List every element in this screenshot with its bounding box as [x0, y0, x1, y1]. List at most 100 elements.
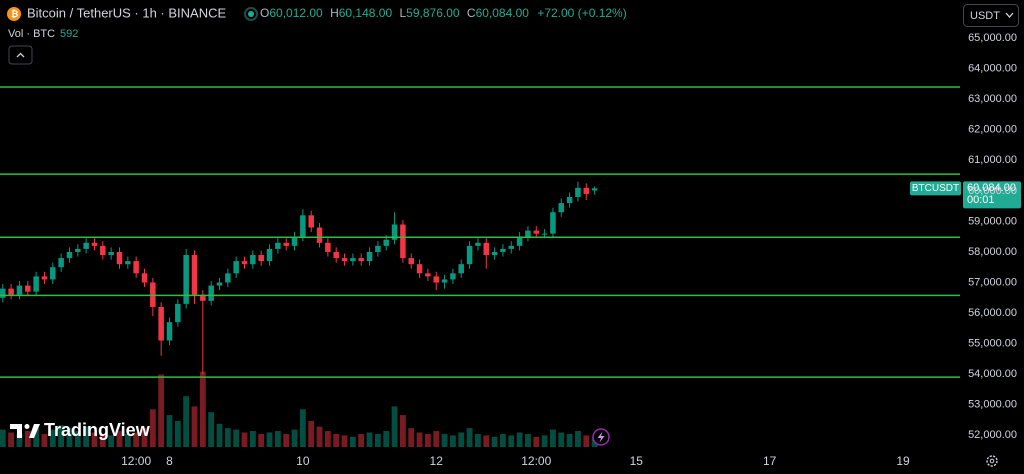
candle-body — [16, 285, 23, 295]
candle-body — [375, 245, 381, 252]
candle-body — [300, 215, 306, 237]
candle-body — [116, 251, 123, 265]
volume-bar — [366, 432, 373, 447]
volume-bar — [391, 406, 398, 447]
change: +72.00 (+0.12%) — [537, 6, 626, 20]
candle-body — [200, 294, 206, 301]
price-tag: BTCUSDT 60,084.00 00:01 — [910, 181, 1021, 209]
volume-bar — [174, 420, 181, 447]
ohlc-value: 60,084.00 — [476, 6, 530, 20]
volume-bar — [316, 426, 323, 447]
candle-body — [558, 203, 565, 213]
volume-bar — [349, 436, 356, 447]
candle-body — [408, 258, 414, 265]
candle-body — [575, 187, 581, 197]
volume-bar — [358, 433, 365, 447]
candle-body — [475, 242, 481, 246]
candle-body — [333, 251, 339, 259]
volume-bar — [166, 415, 173, 447]
volume-bar — [291, 429, 298, 447]
y-tick-label: 62,000.00 — [968, 124, 1017, 136]
volume-bar — [449, 435, 456, 447]
ohlc-key: O — [260, 6, 269, 20]
candle-body — [483, 242, 490, 256]
candle-body — [541, 233, 548, 235]
candle-body — [275, 242, 281, 249]
candle-body — [308, 215, 314, 228]
candle-body — [591, 188, 598, 191]
candle-body — [566, 196, 573, 204]
candle-body — [291, 236, 298, 246]
logo-mark — [29, 424, 40, 438]
volume-value: 592 — [60, 28, 78, 40]
y-tick-label: 63,000.00 — [968, 93, 1017, 105]
volume-bar — [16, 433, 23, 447]
volume-bar — [474, 433, 481, 447]
volume-bar — [91, 432, 98, 447]
coin-icon — [7, 7, 21, 21]
volume-bar — [249, 431, 256, 447]
currency-label: USDT — [970, 10, 1000, 22]
market-status-dot — [248, 11, 254, 17]
volume-bar — [374, 433, 381, 447]
candle-body — [458, 264, 464, 274]
volume-bar — [41, 433, 48, 447]
logo-mark — [24, 424, 30, 429]
currency-button[interactable]: USDT — [963, 4, 1019, 27]
y-tick-label: 58,000.00 — [968, 246, 1017, 258]
volume-bar — [0, 429, 6, 447]
x-tick-label: 15 — [630, 454, 644, 468]
volume-label: Vol · BTC — [8, 28, 55, 40]
y-tick-label: 55,000.00 — [968, 337, 1017, 349]
volume-bar — [99, 433, 106, 447]
candle-body — [466, 245, 473, 265]
candle-body — [358, 258, 364, 262]
volume-bar — [416, 432, 423, 447]
candle-body — [33, 276, 39, 292]
settings-button[interactable] — [986, 455, 998, 467]
x-tick-label: 12:00 — [521, 454, 551, 468]
volume-bar — [216, 423, 223, 447]
watermark: TradingView — [10, 420, 151, 440]
events-icon[interactable] — [592, 428, 610, 446]
currency-button-frame — [963, 4, 1019, 27]
candle-body — [441, 279, 448, 283]
volume-bar — [558, 432, 565, 447]
candle-body — [383, 239, 389, 246]
volume-bar — [208, 412, 215, 447]
candle-body — [550, 212, 556, 234]
candle-body — [25, 285, 31, 292]
candle-body — [158, 306, 164, 341]
plot-area — [0, 86, 960, 447]
volume-bar — [533, 436, 540, 447]
volume-bar — [191, 406, 198, 447]
collapse-button[interactable] — [8, 45, 33, 65]
volume-bar — [149, 409, 156, 447]
x-tick-label: 10 — [296, 454, 310, 468]
volume-bar — [508, 435, 515, 447]
candle-body — [191, 255, 198, 295]
volume-bar — [516, 432, 523, 447]
volume-bar — [299, 409, 306, 447]
volume-bar — [583, 435, 590, 447]
volume-bar — [541, 435, 548, 447]
volume-bar — [433, 431, 440, 447]
volume-bar — [566, 433, 573, 447]
settings-gear — [986, 455, 998, 467]
collapse-icon — [16, 52, 25, 58]
volume-bar — [274, 431, 281, 447]
collapse-button-frame — [8, 45, 33, 65]
candle-body — [175, 303, 181, 323]
volume-bar — [141, 428, 148, 447]
volume-bar — [266, 432, 273, 447]
volume-bar — [308, 420, 315, 447]
candle-body — [58, 258, 64, 268]
volume-bar — [33, 428, 40, 447]
price-tag-price: 60,084.00 — [967, 182, 1016, 194]
ohlc-value: 60,148.00 — [339, 6, 393, 20]
candle-body — [325, 242, 331, 252]
candle-body — [533, 230, 540, 234]
volume-bar — [158, 374, 165, 447]
ohlc-key: C — [467, 6, 476, 20]
